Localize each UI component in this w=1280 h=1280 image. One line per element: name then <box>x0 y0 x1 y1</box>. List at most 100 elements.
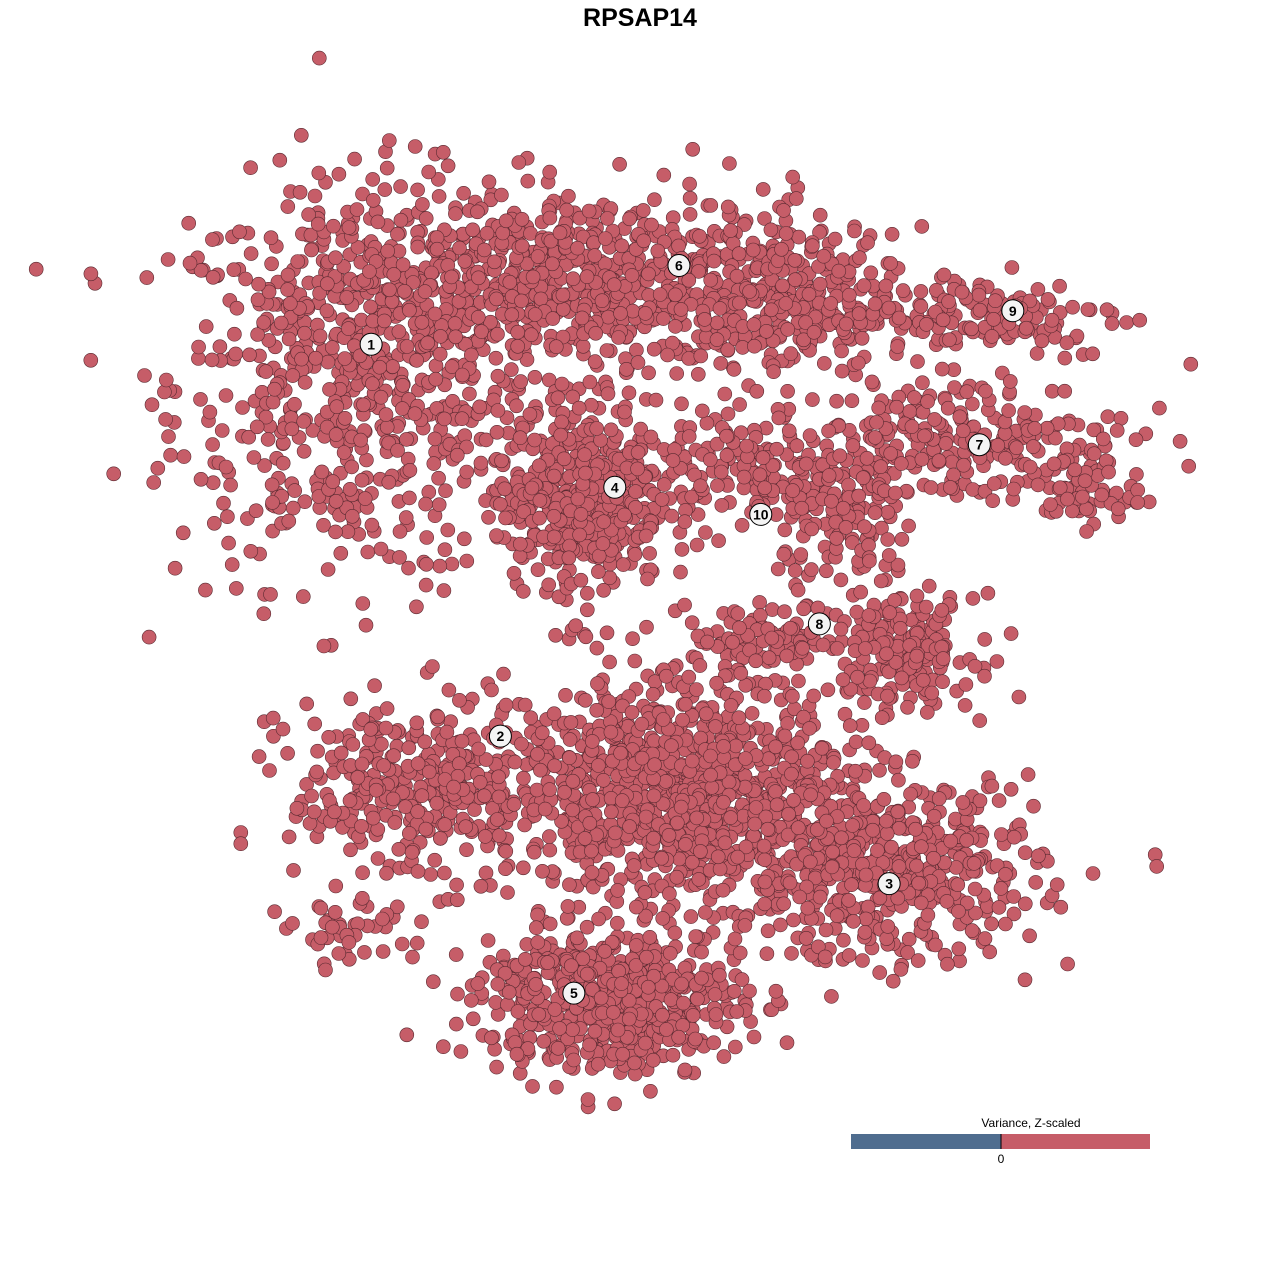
point-cluster-6 <box>463 347 479 363</box>
point-cluster-2 <box>414 914 429 930</box>
point-cluster-6 <box>690 366 706 382</box>
point-cluster-6 <box>402 302 417 318</box>
point-cluster-1 <box>392 550 407 565</box>
point-cluster-1 <box>228 346 243 362</box>
point-cluster-2 <box>477 829 493 844</box>
point-cluster-2 <box>506 796 522 812</box>
point-cluster-6 <box>474 324 489 339</box>
point-cluster-3 <box>784 946 799 961</box>
point-cluster-1 <box>241 429 256 445</box>
point-cluster-1 <box>265 394 281 410</box>
point-cluster-8 <box>882 605 898 620</box>
point-cluster-1 <box>160 252 176 267</box>
point-cluster-3 <box>1018 896 1033 912</box>
point-cluster-9 <box>895 283 911 298</box>
point-cluster-2 <box>398 799 413 815</box>
point-cluster-2 <box>848 734 864 750</box>
point-cluster-8 <box>965 591 981 606</box>
point-cluster-6 <box>282 296 298 311</box>
point-cluster-9 <box>823 296 839 311</box>
point-cluster-6 <box>801 286 817 302</box>
point-cluster-8 <box>867 505 883 521</box>
point-cluster-4 <box>638 528 654 544</box>
point-cluster-1 <box>83 352 99 368</box>
point-cluster-1 <box>328 524 343 540</box>
point-cluster-10 <box>694 403 710 419</box>
point-cluster-1 <box>297 375 313 390</box>
point-cluster-8 <box>791 673 806 689</box>
point-cluster-7 <box>917 428 932 444</box>
point-cluster-2 <box>733 665 749 681</box>
point-cluster-7 <box>946 467 961 483</box>
point-cluster-1 <box>390 443 405 458</box>
point-cluster-6 <box>731 246 747 261</box>
point-cluster-6 <box>720 199 736 215</box>
point-cluster-2 <box>658 774 674 789</box>
point-cluster-4 <box>600 386 616 402</box>
point-cluster-8 <box>957 698 973 713</box>
point-cluster-3 <box>977 931 993 946</box>
point-cluster-6 <box>319 276 335 292</box>
point-cluster-7 <box>931 453 947 469</box>
point-cluster-6 <box>635 203 651 218</box>
point-cluster-7 <box>1022 459 1038 475</box>
point-cluster-6 <box>630 355 646 370</box>
point-cluster-1 <box>333 545 349 561</box>
point-cluster-6 <box>476 242 492 258</box>
point-cluster-2 <box>662 886 677 902</box>
point-cluster-2 <box>427 852 443 868</box>
point-cluster-1 <box>410 182 425 198</box>
point-cluster-6 <box>816 356 832 371</box>
point-cluster-6 <box>341 220 357 235</box>
point-cluster-6 <box>393 179 408 194</box>
point-cluster-8 <box>857 519 872 535</box>
point-cluster-10 <box>689 537 705 553</box>
point-cluster-1 <box>373 389 389 405</box>
point-cluster-9 <box>935 312 951 328</box>
point-cluster-1 <box>305 423 321 438</box>
point-cluster-6 <box>613 306 628 321</box>
point-cluster-10 <box>681 429 697 444</box>
point-cluster-6 <box>776 203 791 218</box>
point-cluster-6 <box>587 354 603 369</box>
point-cluster-7 <box>1057 383 1072 399</box>
point-cluster-8 <box>855 470 871 486</box>
point-cluster-4 <box>570 491 586 507</box>
point-cluster-6 <box>622 211 637 227</box>
point-cluster-1 <box>342 481 358 497</box>
point-cluster-3 <box>998 916 1013 932</box>
point-cluster-1 <box>146 475 161 490</box>
point-cluster-1 <box>341 321 356 336</box>
point-cluster-3 <box>857 924 873 940</box>
point-cluster-2 <box>678 837 693 852</box>
point-cluster-2 <box>678 696 693 712</box>
point-cluster-2 <box>387 815 403 830</box>
point-cluster-6 <box>525 269 541 285</box>
point-cluster-2 <box>429 795 445 811</box>
point-cluster-1 <box>296 414 312 429</box>
point-cluster-2 <box>537 801 553 817</box>
point-cluster-2 <box>757 852 773 868</box>
point-cluster-1 <box>263 587 278 602</box>
point-cluster-3 <box>940 956 955 972</box>
point-cluster-3 <box>768 784 783 799</box>
point-cluster-2 <box>251 749 267 764</box>
point-cluster-10 <box>734 517 750 533</box>
point-cluster-3 <box>872 965 888 980</box>
point-cluster-6 <box>548 339 564 355</box>
point-cluster-7 <box>883 446 899 461</box>
point-cluster-7 <box>1002 374 1018 389</box>
point-cluster-7 <box>1109 423 1125 438</box>
point-cluster-2 <box>394 936 410 952</box>
point-cluster-2 <box>637 885 653 900</box>
point-cluster-6 <box>227 326 242 342</box>
point-cluster-4 <box>643 429 659 445</box>
point-cluster-8 <box>793 547 809 562</box>
point-cluster-6 <box>636 233 652 249</box>
point-cluster-2 <box>645 686 661 702</box>
point-cluster-6 <box>656 311 671 326</box>
point-cluster-2 <box>613 745 628 761</box>
point-cluster-3 <box>1017 845 1033 861</box>
point-cluster-4 <box>596 514 612 530</box>
point-cluster-1 <box>287 396 302 412</box>
